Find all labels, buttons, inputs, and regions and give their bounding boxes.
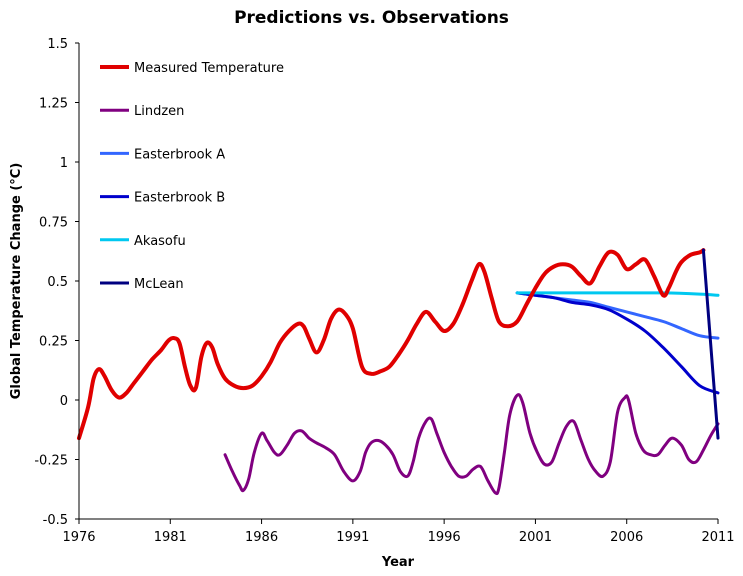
y-tick-label: 1.25	[39, 97, 68, 112]
x-tick-label: 1991	[336, 530, 369, 545]
legend-label-lindzen: Lindzen	[134, 104, 184, 119]
x-tick-label: 1981	[154, 530, 187, 545]
series-line-measured-temperature	[77, 248, 706, 441]
series-line-lindzen	[223, 393, 720, 496]
y-tick-label: 1	[60, 156, 68, 171]
legend-label-easterbrook-a: Easterbrook A	[134, 147, 225, 162]
y-tick-label: 0.75	[39, 216, 68, 231]
y-tick-label: 0	[60, 394, 68, 409]
x-tick-label: 2006	[610, 530, 643, 545]
x-tick-label: 2001	[519, 530, 552, 545]
x-tick-label: 1986	[245, 530, 278, 545]
legend-label-mclean: McLean	[134, 277, 184, 292]
legend-label-akasofu: Akasofu	[134, 234, 186, 249]
series-line-easterbrook-b	[515, 291, 720, 395]
x-axis-label: Year	[381, 555, 415, 570]
y-tick-label: 0.5	[47, 275, 68, 290]
x-tick-label: 1996	[428, 530, 461, 545]
y-tick-label: 1.5	[47, 37, 68, 52]
x-tick-label: 2011	[701, 530, 734, 545]
legend: Measured Temperature Lindzen Easterbrook A…	[100, 61, 284, 292]
axes: -0.5 -0.25 0 0.25 0.5 0.75 1 1.25 1.5 1976 1981 198…	[34, 37, 734, 545]
y-tick-label: -0.25	[34, 454, 68, 469]
legend-label-measured-temperature: Measured Temperature	[134, 61, 284, 76]
series-line-akasofu	[515, 291, 720, 297]
chart-title: Predictions vs. Observations	[234, 8, 509, 28]
y-tick-label: -0.5	[43, 513, 68, 528]
plot-area	[77, 248, 720, 496]
y-tick-label: 0.25	[39, 335, 68, 350]
y-axis-label: Global Temperature Change (°C)	[9, 163, 24, 400]
x-tick-label: 1976	[62, 530, 95, 545]
series-line-mclean	[701, 248, 720, 440]
legend-label-easterbrook-b: Easterbrook B	[134, 191, 225, 206]
